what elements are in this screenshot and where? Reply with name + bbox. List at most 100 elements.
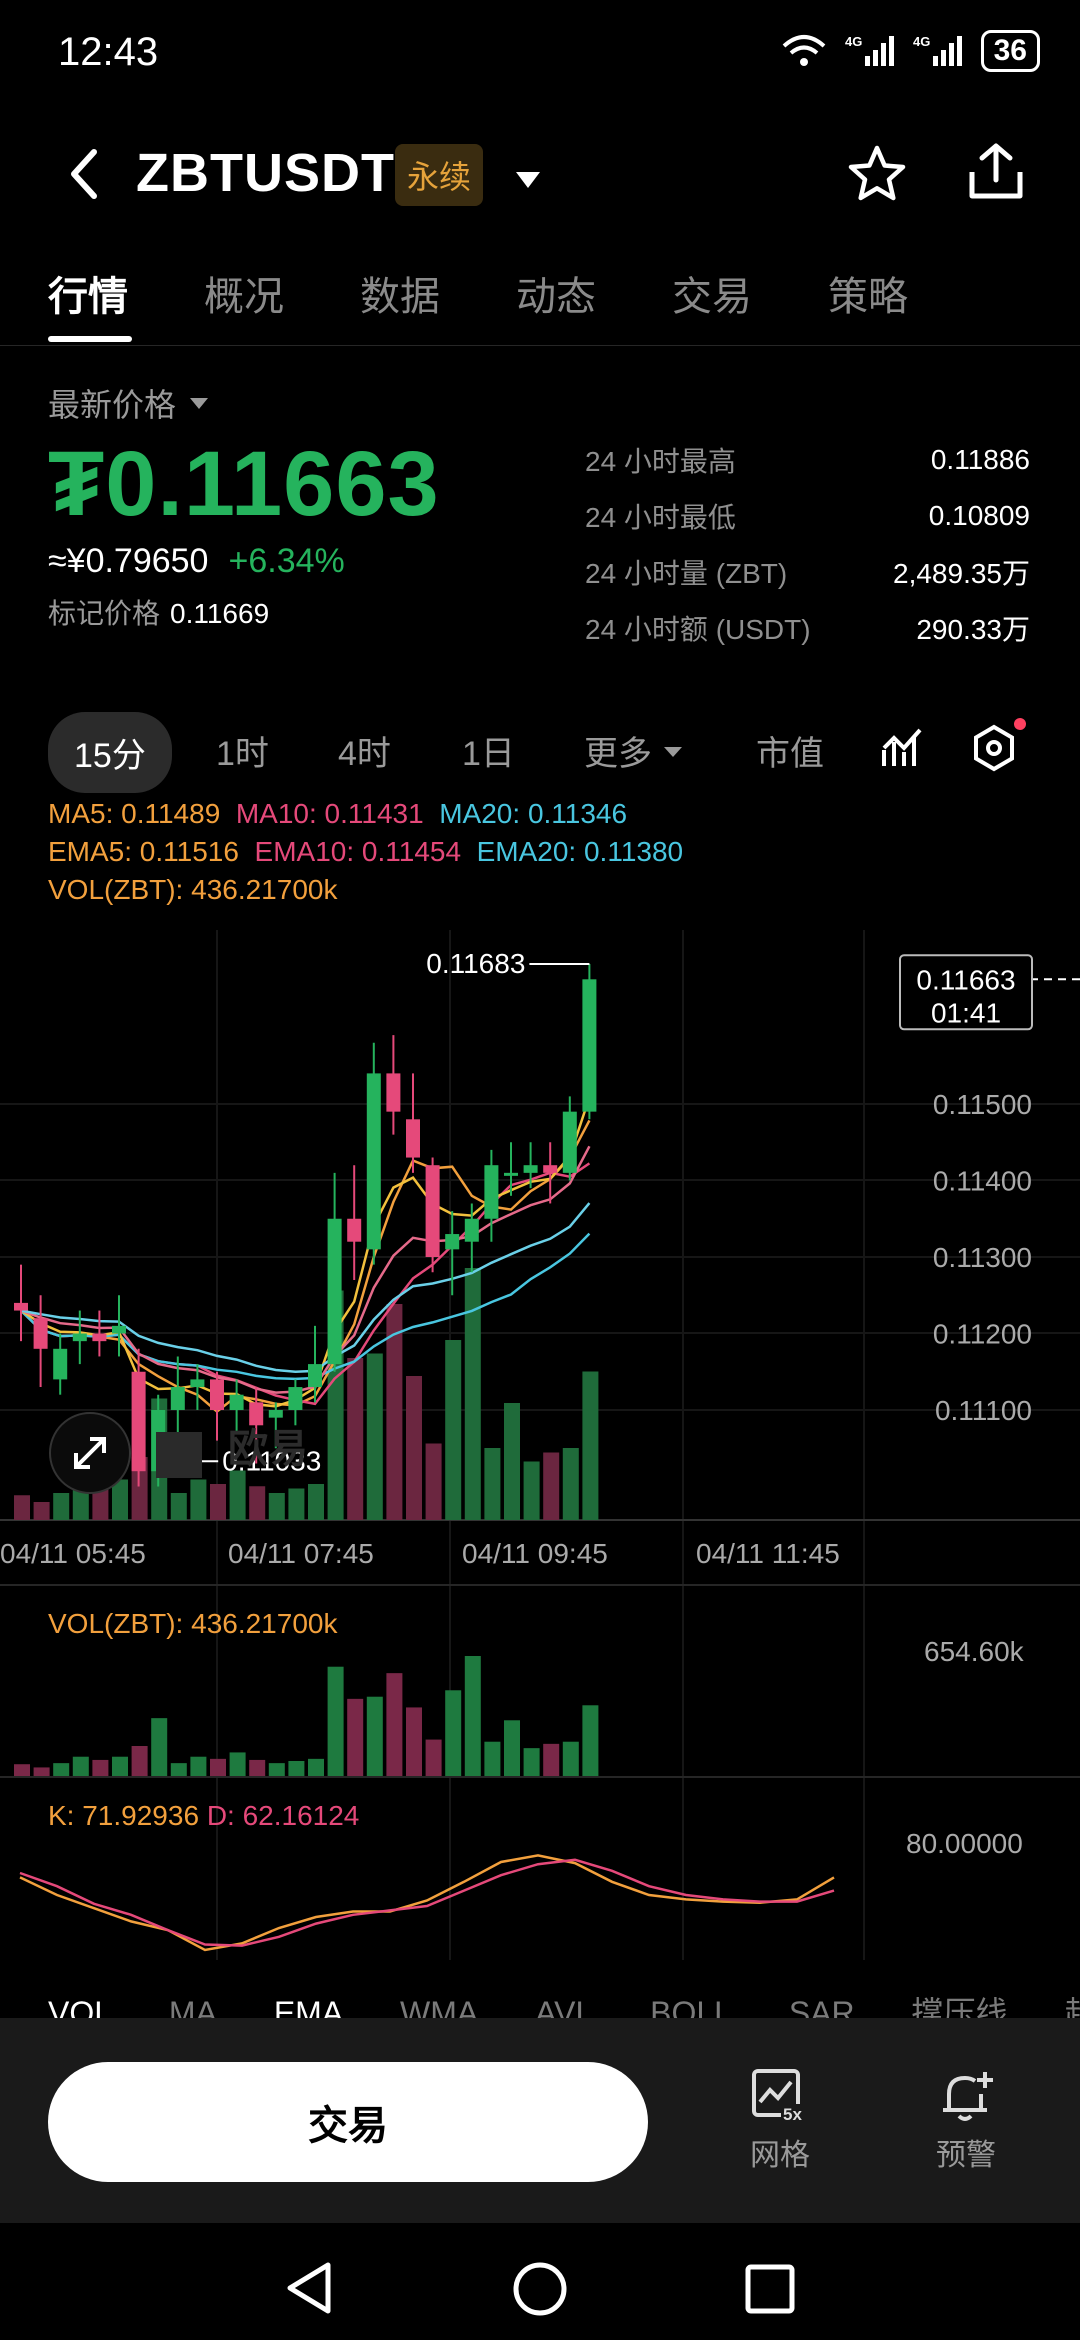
signal-icon: 4G [845, 34, 894, 66]
volume-bar [464, 1656, 481, 1776]
candle-body [386, 1073, 401, 1112]
candle-body [562, 1111, 577, 1173]
current-price-box [899, 954, 1033, 1031]
stats-panel: 24 小时最高 0.11886 24 小时最低 0.10809 24 小时量 (ZB… [585, 432, 1030, 656]
candlestick-chart[interactable]: 0.11500 0.11400 0.11300 0.11200 0.11100 0.116… [0, 790, 1080, 1970]
volume-bar [308, 1758, 324, 1776]
candle-body [523, 1165, 538, 1173]
time-axis-label: 04/11 09:45 [462, 1538, 608, 1569]
volume-overlay-bar [170, 1493, 187, 1520]
volume-overlay-bar [523, 1461, 540, 1520]
price-cny-line: ≈¥0.79650 +6.34% [48, 542, 345, 581]
back-icon[interactable] [60, 144, 110, 204]
candle-body [268, 1410, 283, 1418]
grid-button[interactable]: 5x 网格 [720, 2068, 840, 2174]
volume-bar [562, 1741, 579, 1776]
interval-1d[interactable]: 1日 [462, 735, 515, 773]
volume-bar [131, 1746, 148, 1776]
k-label: K: 71.92936 [48, 1800, 200, 1831]
candle-body [406, 1119, 420, 1158]
latest-price-selector[interactable]: 最新价格 [48, 380, 210, 426]
volume-bar [386, 1673, 403, 1776]
mark-price-value: 0.11669 [170, 598, 270, 629]
candle-body [464, 1218, 479, 1242]
volume-bar [504, 1720, 520, 1776]
interval-1h[interactable]: 1时 [216, 735, 269, 773]
k-line [19, 1854, 835, 1952]
pair-name[interactable]: ZBTUSDT [136, 143, 395, 203]
kd-legend: K: 71.92936 D: 62.16124 [48, 1800, 359, 1832]
volume-overlay-bar [464, 1268, 481, 1520]
nav-back-icon[interactable] [284, 2261, 336, 2315]
candle-body [53, 1348, 68, 1380]
candle-body [229, 1394, 244, 1410]
status-bar: 12:43 4G 4G 36 [0, 0, 1080, 110]
alert-button[interactable]: 预警 [906, 2068, 1026, 2174]
ema5-label: EMA5: 0.11516 [48, 836, 239, 867]
volume-bar [33, 1767, 50, 1776]
candle-body [170, 1387, 185, 1410]
tab-trades[interactable]: 交易 [672, 275, 752, 319]
mark-price-label: 标记价格 [48, 598, 161, 629]
tab-overview[interactable]: 概况 [204, 275, 284, 319]
candle-body [14, 1302, 28, 1311]
chart-type-icon[interactable] [880, 724, 926, 770]
tab-market[interactable]: 行情 [48, 275, 128, 319]
ma-legend: MA5: 0.11489 MA10: 0.11431 MA20: 0.11346 [48, 798, 627, 830]
tab-data[interactable]: 数据 [360, 275, 440, 319]
trade-button[interactable]: 交易 [48, 2062, 648, 2182]
market-cap-toggle[interactable]: 市值 [756, 735, 824, 773]
status-time: 12:43 [58, 30, 159, 74]
expand-icon [74, 1437, 106, 1469]
volume-overlay-bar [308, 1484, 324, 1520]
price-axis-label: 0.11400 [933, 1166, 1032, 1197]
time-axis-label: 04/11 07:45 [228, 1538, 374, 1569]
pair-dropdown-icon[interactable] [510, 162, 546, 198]
candle-body [445, 1234, 460, 1250]
candle-body [112, 1325, 126, 1334]
system-nav-bar [0, 2223, 1080, 2340]
interval-4h[interactable]: 4时 [338, 735, 391, 773]
price-axis-label: 0.11200 [933, 1319, 1032, 1350]
volume-overlay-bar [366, 1353, 383, 1520]
active-tab-indicator [48, 336, 132, 342]
tab-strategy[interactable]: 策略 [828, 275, 908, 319]
interval-15m[interactable]: 15分 [48, 712, 172, 793]
time-axis-label: 04/11 11:45 [696, 1538, 840, 1569]
volume-bar [582, 1705, 599, 1776]
interval-more-label: 更多 [584, 735, 652, 773]
volume-bar [366, 1696, 383, 1776]
settings-hexagon-icon[interactable] [970, 724, 1018, 772]
volume-overlay-bar [543, 1452, 560, 1520]
candle-body [425, 1165, 440, 1257]
volume-bar [53, 1763, 70, 1776]
d-line [19, 1858, 835, 1947]
interval-more[interactable]: 更多 [584, 726, 684, 775]
price-axis-label: 0.11100 [935, 1395, 1032, 1426]
volume-overlay-bar [504, 1403, 520, 1520]
share-icon[interactable] [964, 140, 1028, 204]
volume-overlay-bar [562, 1448, 579, 1520]
volume-bar [229, 1752, 246, 1776]
tab-activity[interactable]: 动态 [516, 275, 596, 319]
favorite-star-icon[interactable] [845, 142, 909, 206]
current-price-value: 0.11663 [916, 964, 1015, 995]
candle-body [504, 1172, 518, 1176]
ma5-label: MA5: 0.11489 [48, 798, 221, 829]
nav-home-icon[interactable] [512, 2261, 568, 2317]
ma20-label: MA20: 0.11346 [439, 798, 628, 829]
ma5-line [20, 1119, 591, 1414]
volume-bar [112, 1756, 128, 1776]
low-price-label: 0.11033 [222, 1445, 321, 1476]
ma10-line [20, 1162, 591, 1406]
bottom-action-bar: 交易 5x 网格 预警 [0, 2018, 1080, 2223]
volume-overlay-bar [210, 1484, 226, 1520]
status-icons: 4G 4G 36 [781, 30, 1040, 72]
nav-recents-icon[interactable] [744, 2263, 796, 2315]
volume-overlay-bar [53, 1493, 70, 1520]
mark-price-line: 标记价格 0.11669 [48, 592, 269, 632]
volume-overlay-bar [425, 1443, 442, 1520]
volume-overlay-bar [445, 1340, 462, 1520]
price-axis-label: 0.11300 [933, 1242, 1032, 1273]
chevron-down-icon [190, 398, 209, 409]
